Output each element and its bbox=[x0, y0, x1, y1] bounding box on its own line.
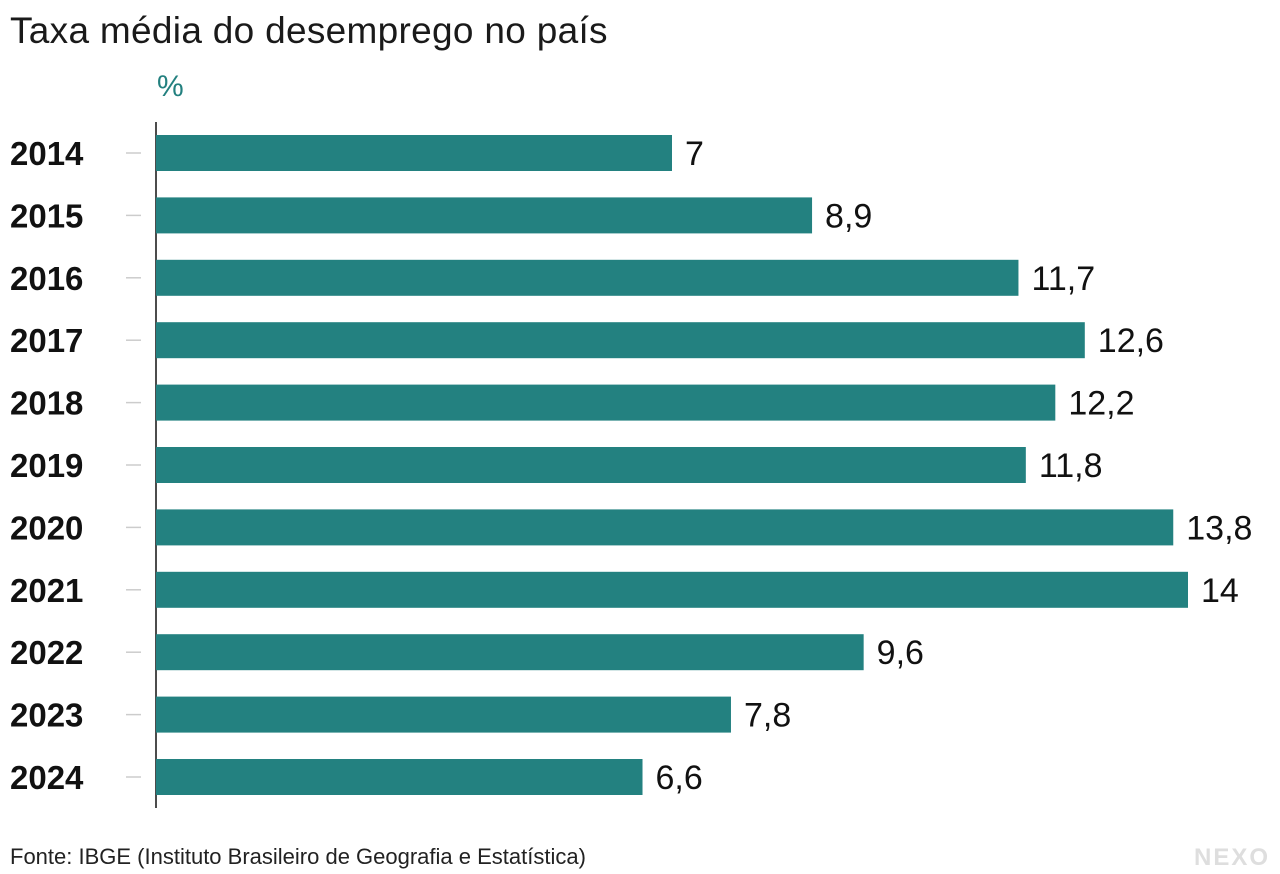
bar bbox=[156, 135, 672, 171]
y-tick-label: 2016 bbox=[10, 260, 83, 297]
bar bbox=[156, 447, 1026, 483]
y-tick-label: 2017 bbox=[10, 322, 83, 359]
y-tick-label: 2024 bbox=[10, 759, 84, 796]
y-tick-label: 2015 bbox=[10, 197, 83, 234]
bar bbox=[156, 322, 1085, 359]
y-tick-label: 2018 bbox=[10, 385, 83, 422]
data-label: 9,6 bbox=[877, 634, 924, 672]
y-tick-label: 2020 bbox=[10, 509, 83, 546]
data-label: 12,6 bbox=[1098, 322, 1164, 360]
data-label: 11,7 bbox=[1031, 260, 1095, 298]
bar bbox=[156, 259, 1019, 296]
y-tick-label: 2019 bbox=[10, 447, 83, 484]
data-label: 7,8 bbox=[744, 697, 791, 735]
data-label: 8,9 bbox=[825, 197, 872, 235]
bar bbox=[156, 696, 731, 733]
nexo-logo: NEXO bbox=[1193, 844, 1270, 871]
bar bbox=[156, 634, 864, 671]
y-tick-label: 2022 bbox=[10, 634, 83, 671]
bar bbox=[156, 384, 1056, 421]
y-tick-label: 2021 bbox=[10, 572, 83, 609]
bar bbox=[156, 509, 1174, 546]
chart-title: Taxa média do desemprego no país bbox=[10, 10, 608, 51]
data-label: 13,8 bbox=[1186, 509, 1252, 547]
source-note: Fonte: IBGE (Instituto Brasileiro de Geo… bbox=[10, 844, 586, 869]
bar bbox=[156, 759, 643, 795]
bar bbox=[156, 571, 1188, 608]
bar bbox=[156, 197, 813, 234]
y-tick-label: 2014 bbox=[10, 135, 84, 172]
data-label: 6,6 bbox=[656, 759, 703, 797]
data-label: 7 bbox=[685, 135, 704, 173]
unit-label: % bbox=[157, 70, 184, 103]
data-label: 14 bbox=[1201, 572, 1239, 610]
data-label: 11,8 bbox=[1039, 447, 1103, 485]
y-tick-label: 2023 bbox=[10, 697, 83, 734]
data-label: 12,2 bbox=[1068, 385, 1134, 423]
